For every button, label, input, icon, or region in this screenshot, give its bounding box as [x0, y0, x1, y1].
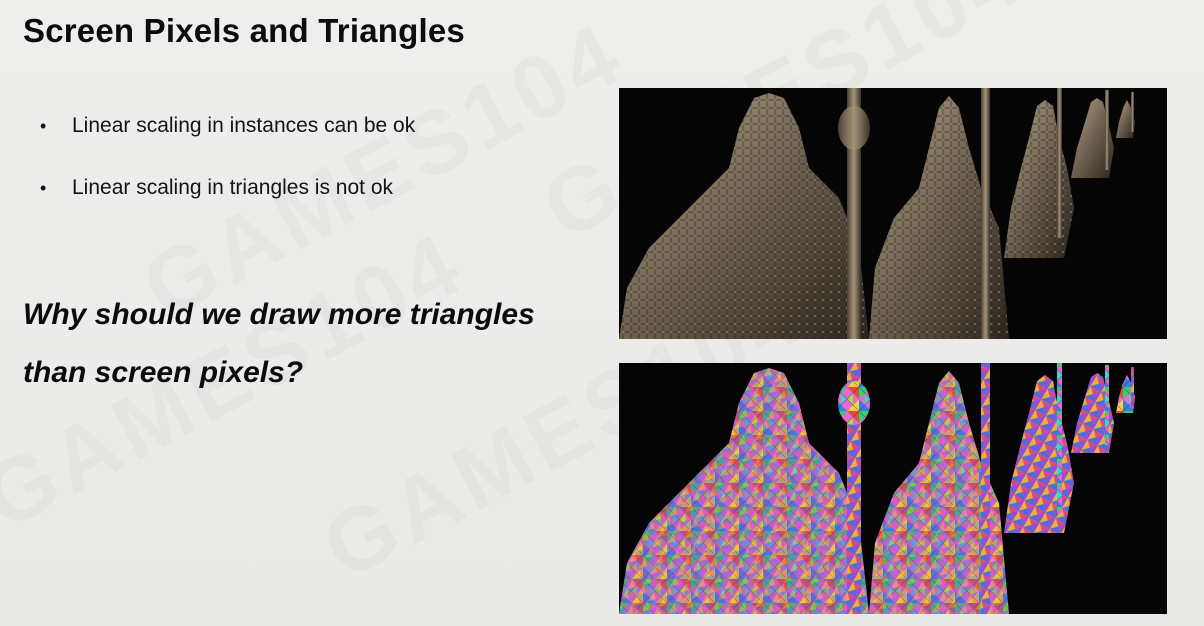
triangle-visualization-svg: [619, 363, 1135, 614]
question-line: than screen pixels?: [23, 356, 304, 389]
triangle-statue-medium: [869, 363, 1009, 614]
question-line: Why should we draw more triangles: [23, 298, 535, 331]
triangle-statue-small: [1004, 363, 1074, 533]
triangle-statue-tiny: [1116, 367, 1135, 413]
statue-render-image: [619, 88, 1167, 339]
statue-small: [1004, 88, 1074, 258]
bullet-text: Linear scaling in triangles is not ok: [72, 176, 394, 199]
triangle-visualization-image: [619, 363, 1167, 614]
statue-tiny: [1116, 92, 1135, 138]
question-text: Why should we draw more triangles than s…: [23, 286, 613, 402]
bullet-item: • Linear scaling in instances can be ok: [40, 108, 415, 170]
bullet-icon: •: [40, 116, 47, 136]
triangle-statue-smaller: [1071, 365, 1114, 453]
slide-title: Screen Pixels and Triangles: [23, 12, 465, 49]
bullet-icon: •: [40, 178, 47, 198]
bullet-list: • Linear scaling in instances can be ok …: [40, 108, 415, 232]
statue-large: [619, 88, 870, 339]
bullet-item: • Linear scaling in triangles is not ok: [40, 170, 415, 232]
triangle-statue-large: [619, 363, 870, 614]
bullet-text: Linear scaling in instances can be ok: [72, 114, 416, 137]
statue-render-svg: [619, 88, 1135, 339]
statue-smaller: [1071, 90, 1114, 178]
statue-medium: [869, 88, 1009, 339]
